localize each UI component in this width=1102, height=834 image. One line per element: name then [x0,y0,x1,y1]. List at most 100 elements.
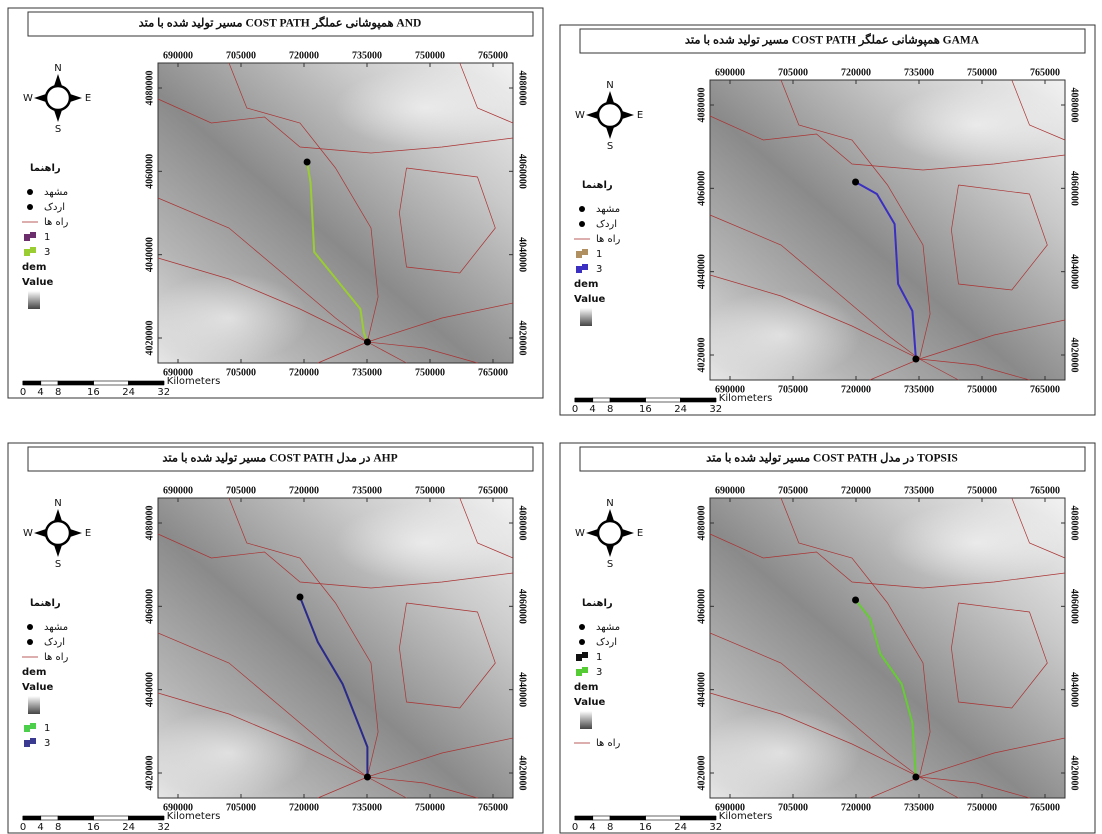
x-tick-label: 705000 [226,485,256,496]
compass-s: S [607,141,613,152]
road [1011,79,1066,141]
x-tick-label: 735000 [904,485,934,496]
legend-label: dem [574,279,598,290]
scale-label: 8 [607,822,613,833]
dem-highlight [701,290,861,380]
y-tick-label: 4060000 [1069,589,1080,624]
x-tick-label: 720000 [289,50,319,61]
route [854,599,917,778]
x-tick-label: 765000 [478,50,508,61]
y-tick-label: 4080000 [1069,506,1080,541]
x-tick-label: 750000 [967,384,997,395]
scale-label: 16 [87,822,100,833]
road [709,533,1066,589]
dem-highlight [334,503,515,583]
y-tick-label: 4060000 [144,589,155,624]
compass-w: W [23,93,33,104]
scale-label: 4 [589,822,595,833]
legend-patch [576,652,588,661]
scale-segment [592,815,611,821]
x-tick-label: 720000 [841,485,871,496]
compass-s: S [55,124,61,135]
road [317,341,368,364]
scale-label: 0 [20,822,26,833]
y-tick-label: 4060000 [696,171,707,206]
compass-arrows [586,509,634,557]
scale-unit: Kilometers [719,393,773,404]
city-point [852,178,860,186]
y-tick-label: 4020000 [517,321,528,356]
scale-segment [680,397,717,403]
scale-label: 16 [87,387,100,398]
scale-segment [22,380,41,386]
scale-unit: Kilometers [167,811,221,822]
scale-segment [609,815,646,821]
legend-dot [579,221,585,227]
road [157,632,368,778]
x-tick-label: 690000 [715,802,745,813]
legend-ramp [28,291,40,309]
x-tick-label: 720000 [841,67,871,78]
legend-label: راه ها [596,234,621,245]
y-tick-label: 4080000 [144,506,155,541]
y-tick-label: 4040000 [517,237,528,272]
y-tick-label: 4020000 [517,756,528,791]
dem-highlight [886,85,1067,165]
scale-segment [574,397,593,403]
x-tick-label: 765000 [478,367,508,378]
y-tick-label: 4060000 [144,154,155,189]
road [367,737,514,778]
road [869,776,920,799]
x-tick-label: 690000 [163,367,193,378]
city-point [303,158,311,166]
compass-s: S [607,559,613,570]
city-point [363,773,371,781]
road [317,776,368,799]
x-tick-label: 735000 [352,485,382,496]
x-tick-label: 765000 [1030,485,1060,496]
scale-label: 8 [55,822,61,833]
legend-label: 1 [44,723,50,734]
compass-n: N [54,63,61,74]
road [780,497,931,778]
legend-label: Value [22,682,53,693]
route [306,161,369,343]
x-tick-label: 690000 [163,802,193,813]
scale-segment [680,815,717,821]
road [399,602,496,709]
scale-segment [40,815,59,821]
legend-label: راه ها [44,652,69,663]
dem-highlight [886,503,1067,583]
compass-n: N [54,498,61,509]
dem-highlight [149,273,309,363]
compass-ring [596,519,624,547]
compass-arrows [34,74,82,122]
x-tick-label: 720000 [289,367,319,378]
scale-segment [128,815,165,821]
legend-title: راهنما [582,598,613,609]
road [709,214,920,360]
scale-unit: Kilometers [167,376,221,387]
scale-segment [128,380,165,386]
legend-ramp [28,696,40,714]
road [919,319,1066,360]
legend-dot [579,206,585,212]
dem-highlight [149,708,309,798]
x-tick-label: 765000 [1030,67,1060,78]
legend-dot [27,624,33,630]
city-point [296,593,304,601]
route [855,181,917,360]
x-tick-label: 705000 [226,802,256,813]
x-tick-label: 750000 [415,485,445,496]
scale-segment [57,815,94,821]
x-tick-label: 765000 [1030,384,1060,395]
map-panel: مسیر تولید شده با متد COST PATH در مدل T… [559,442,1096,834]
compass-ring [44,519,72,547]
legend-label: اردک [44,637,65,648]
x-tick-label: 735000 [352,50,382,61]
road [367,776,478,799]
x-tick-label: 690000 [715,67,745,78]
legend-label: مشهد [44,187,68,198]
x-tick-label: 690000 [163,485,193,496]
road [709,274,920,360]
